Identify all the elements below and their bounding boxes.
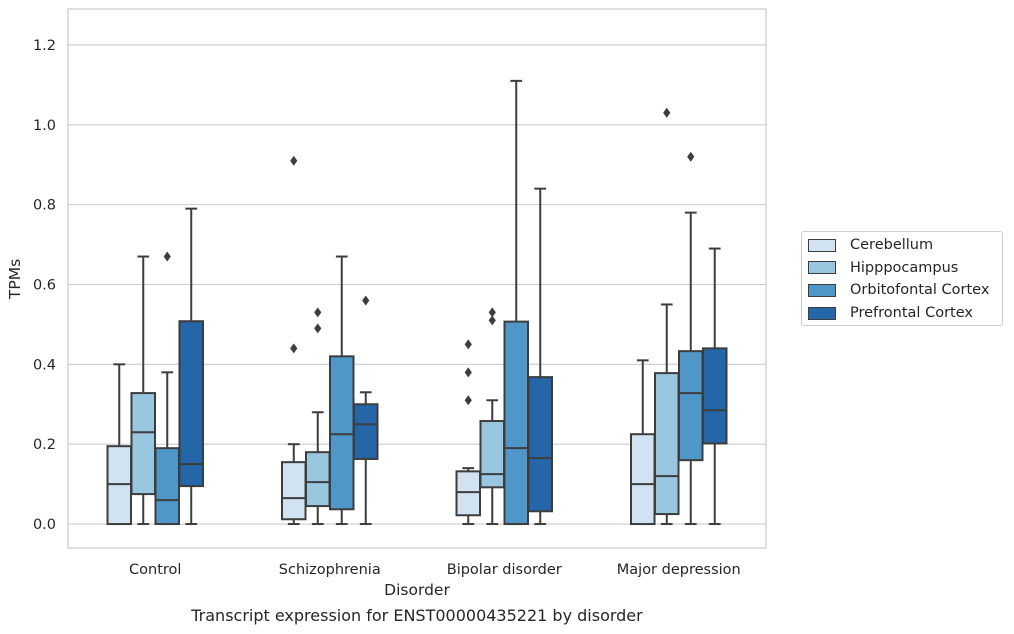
x-tick-label: Bipolar disorder bbox=[447, 562, 562, 578]
legend-item: Orbitofontal Cortex bbox=[808, 281, 989, 299]
x-tick-labels: Control Schizophrenia Bipolar disorder Majo… bbox=[129, 562, 741, 578]
x-tick-label: Control bbox=[129, 562, 181, 578]
outlier-point bbox=[488, 307, 496, 318]
y-tick-label: 1.0 bbox=[33, 118, 56, 134]
outlier-point bbox=[314, 323, 322, 334]
y-tick-label: 0.4 bbox=[33, 357, 56, 373]
legend-swatch bbox=[808, 306, 836, 320]
legend-swatch bbox=[808, 283, 836, 297]
outlier-point bbox=[464, 367, 472, 378]
outlier-point bbox=[290, 343, 298, 354]
outlier-point bbox=[663, 107, 671, 118]
y-tick-label: 1.2 bbox=[33, 38, 56, 54]
box-series bbox=[106, 79, 728, 526]
legend-item: Cerebellum bbox=[808, 236, 933, 254]
outlier-point bbox=[362, 295, 370, 306]
box-iqr bbox=[154, 447, 181, 526]
x-axis-title: Disorder bbox=[384, 581, 450, 599]
outlier-point bbox=[290, 155, 298, 166]
y-tick-labels: 0.0 0.2 0.4 0.6 0.8 1.0 1.2 bbox=[33, 38, 56, 533]
box-iqr bbox=[503, 320, 530, 526]
x-tick-label: Major depression bbox=[617, 562, 741, 578]
box-iqr bbox=[455, 470, 482, 517]
y-tick-label: 0.2 bbox=[33, 437, 56, 453]
legend-item: Hipppocampus bbox=[808, 259, 958, 277]
legend-item: Prefrontal Cortex bbox=[808, 304, 973, 322]
box-iqr bbox=[352, 403, 379, 460]
y-axis-title: TPMs bbox=[6, 259, 24, 300]
box-iqr bbox=[178, 320, 204, 488]
chart-caption: Transcript expression for ENST0000043522… bbox=[191, 606, 643, 625]
box-iqr bbox=[281, 461, 307, 521]
outlier-point bbox=[488, 315, 496, 326]
outlier-point bbox=[464, 395, 472, 406]
box-iqr bbox=[630, 433, 656, 526]
legend-swatch bbox=[808, 261, 836, 275]
box-iqr bbox=[304, 451, 331, 508]
legend-swatch bbox=[808, 238, 836, 252]
outlier-point bbox=[687, 151, 695, 162]
outlier-point bbox=[163, 251, 171, 262]
outlier-point bbox=[314, 307, 322, 318]
box-iqr bbox=[701, 347, 728, 445]
outlier-point bbox=[464, 339, 472, 350]
y-tick-label: 0.0 bbox=[33, 517, 56, 533]
legend-label: Hipppocampus bbox=[850, 259, 959, 276]
legend-label: Cerebellum bbox=[850, 237, 934, 253]
plot-frame bbox=[67, 8, 767, 549]
legend: Cerebellum Hipppocampus Orbitofontal Corte… bbox=[801, 231, 1003, 326]
y-tick-label: 0.6 bbox=[33, 277, 56, 293]
box-iqr bbox=[527, 376, 553, 513]
legend-label: Prefrontal Cortex bbox=[850, 305, 973, 322]
x-tick-label: Schizophrenia bbox=[279, 562, 381, 578]
legend-label: Orbitofontal Cortex bbox=[850, 282, 990, 299]
y-tick-label: 0.8 bbox=[33, 198, 56, 214]
box-iqr bbox=[653, 372, 680, 516]
box-iqr bbox=[328, 355, 355, 511]
box-iqr bbox=[479, 420, 506, 489]
box-iqr bbox=[677, 350, 704, 462]
box-iqr bbox=[130, 392, 157, 496]
